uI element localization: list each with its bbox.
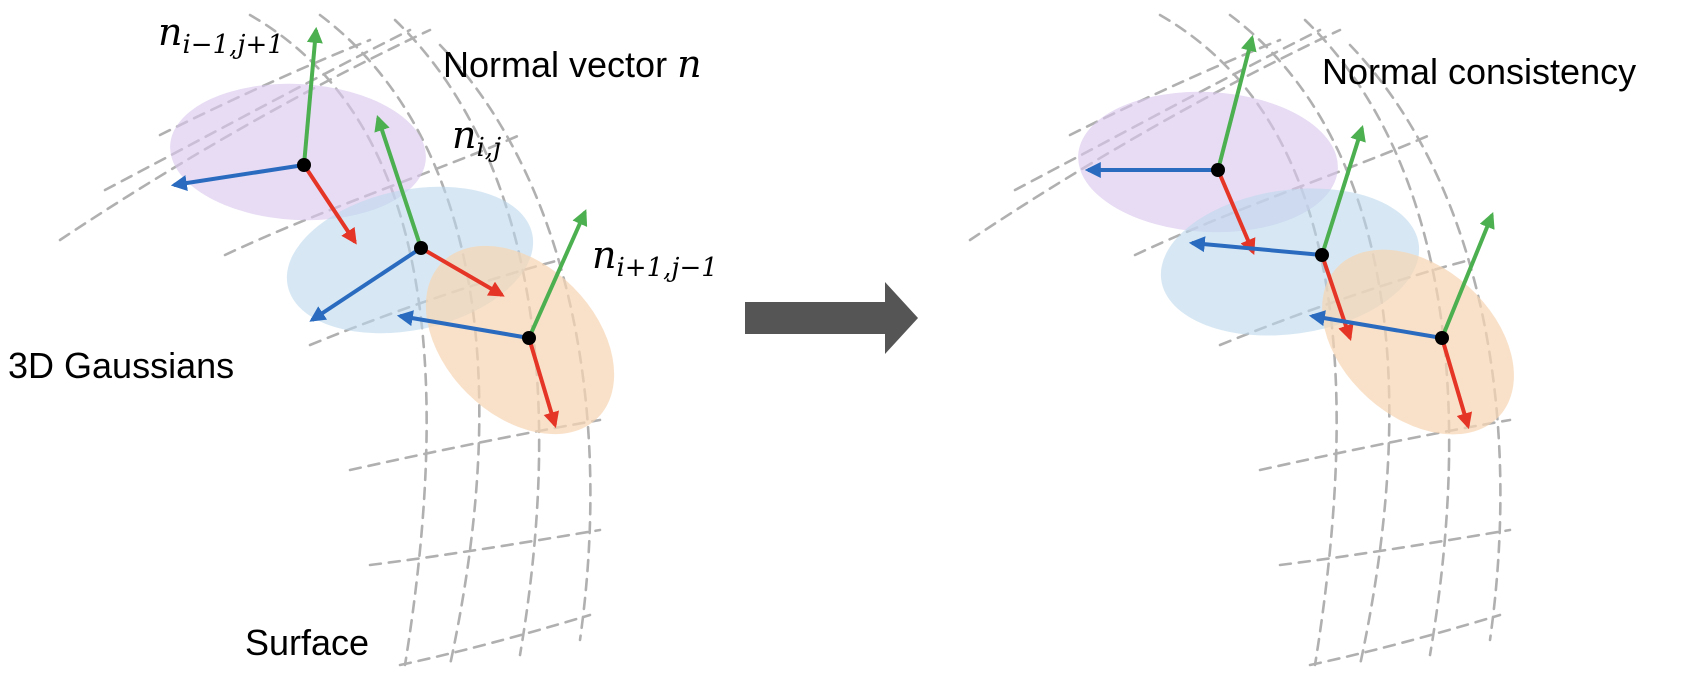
- normal-label-upper: ni−1,j+1: [158, 10, 284, 60]
- gaussian-axes-bottom: [396, 209, 588, 429]
- gaussian-axes-top: [170, 26, 357, 245]
- gaussian-center-middle: [414, 241, 428, 255]
- tangent-blue-bottom-right: [1308, 310, 1443, 340]
- gaussian-center-top-right: [1211, 163, 1225, 177]
- tangent-blue-middle: [309, 246, 423, 322]
- tangent-red-top-right: [1216, 169, 1256, 255]
- tangent-red-bottom: [527, 337, 559, 429]
- gaussian-center-top: [297, 158, 311, 172]
- gaussian-axes-middle-right: [1188, 124, 1366, 342]
- gaussian-ellipse-bottom-right: [1322, 249, 1514, 435]
- gaussian-axes-bottom-right: [1308, 212, 1495, 430]
- normal-vector-bottom: [527, 209, 588, 339]
- surface-label: Surface: [245, 622, 369, 663]
- tangent-blue-bottom: [396, 310, 530, 340]
- tangent-blue-top: [170, 163, 305, 191]
- gaussian-center-bottom-right: [1435, 331, 1449, 345]
- left-panel: Normal vector n ni−1,j+1 ni,j ni+1,j−1 3…: [8, 10, 718, 667]
- tangent-red-bottom-right: [1440, 337, 1473, 430]
- gaussian-center-middle-right: [1315, 248, 1329, 262]
- gaussians-label: 3D Gaussians: [8, 345, 234, 386]
- tangent-blue-middle-right: [1188, 236, 1323, 257]
- gaussian-axes-middle: [309, 114, 505, 322]
- gaussian-center-bottom: [522, 331, 536, 345]
- normal-vector-middle-right: [1320, 124, 1366, 256]
- normal-consistency-title: Normal consistency: [1322, 51, 1636, 92]
- right-panel: Normal consistency: [968, 13, 1636, 667]
- normal-vector-middle: [374, 114, 423, 249]
- normal-vector-title: Normal vector n: [443, 42, 702, 86]
- gaussian-ellipse-top: [170, 83, 426, 221]
- normal-vector-bottom-right: [1440, 212, 1495, 339]
- normal-vector-top-right: [1216, 34, 1257, 171]
- gaussian-axes-top-right: [1084, 34, 1257, 255]
- tangent-red-top: [302, 163, 357, 245]
- tangent-red-middle-right: [1320, 254, 1354, 342]
- gaussian-ellipse-bottom: [425, 245, 615, 435]
- transition-arrow: [745, 282, 918, 354]
- normal-label-lower: ni+1,j−1: [592, 233, 718, 283]
- normal-vector-top: [302, 26, 323, 166]
- tangent-red-middle: [419, 246, 505, 297]
- normal-label-center: ni,j: [452, 113, 501, 163]
- right-arrow-icon: [745, 282, 918, 354]
